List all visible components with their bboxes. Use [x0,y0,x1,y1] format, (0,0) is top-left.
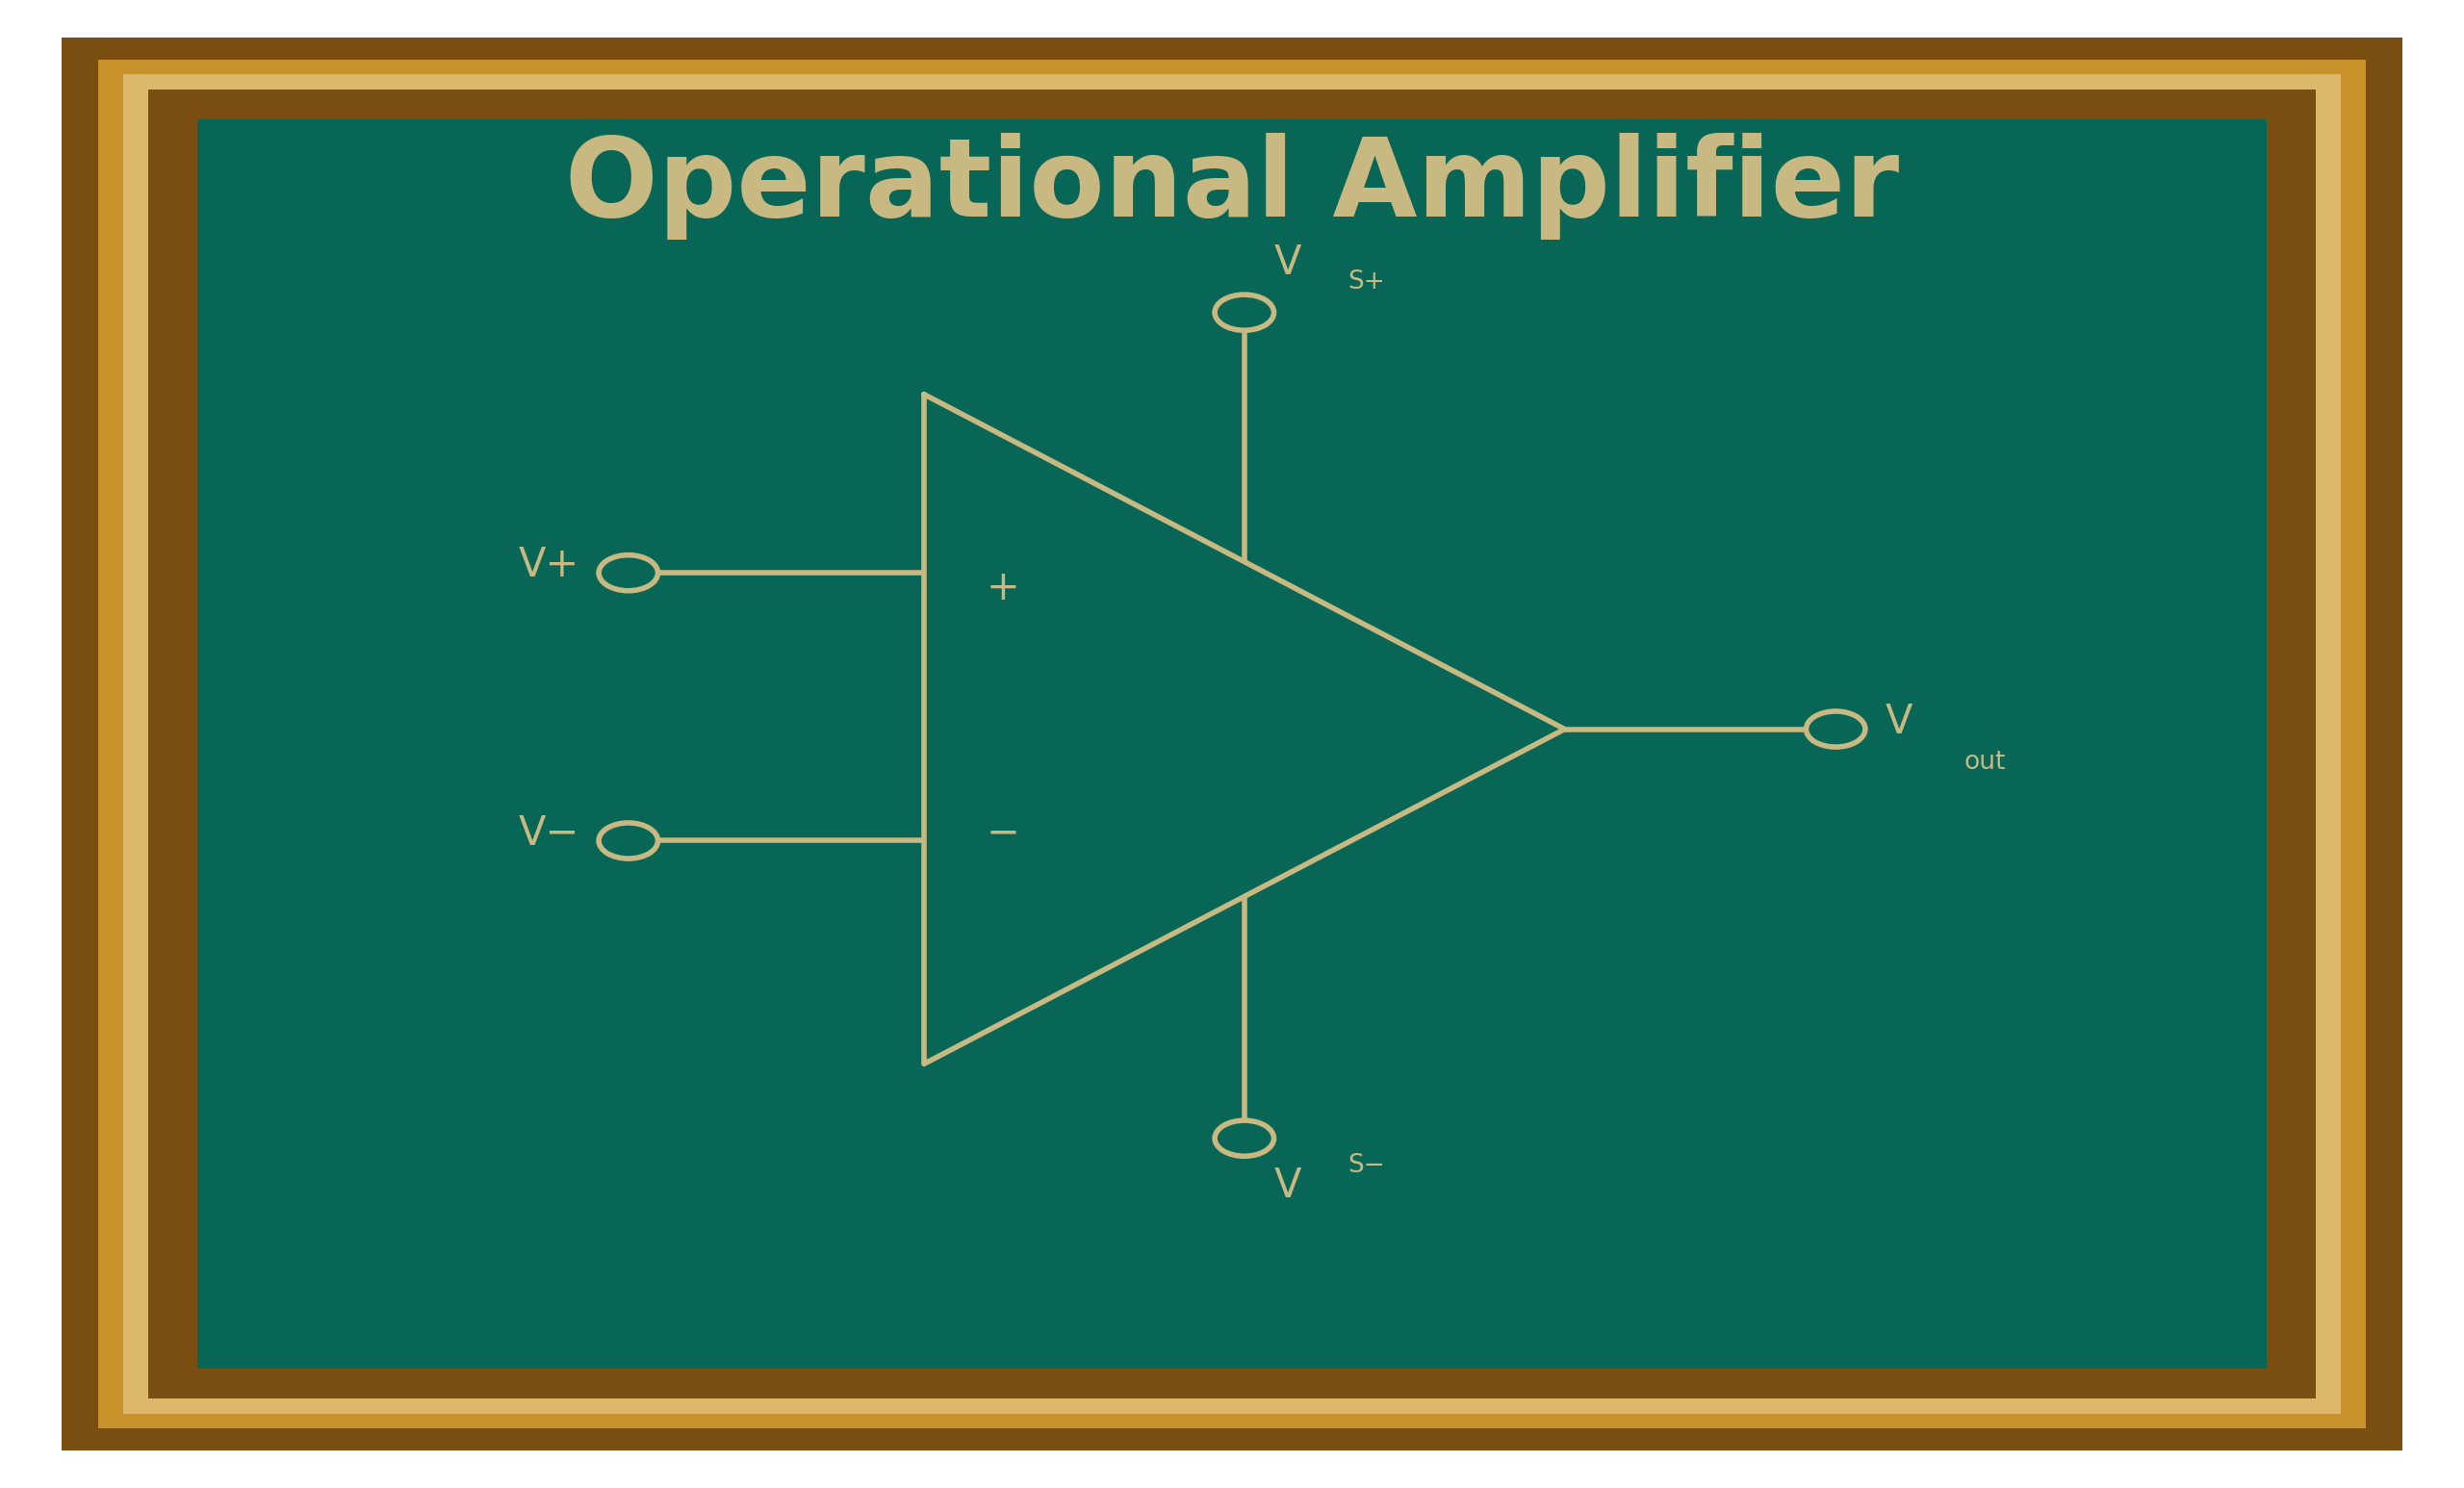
Text: S−: S− [1348,1153,1385,1178]
Text: V: V [1885,701,1912,743]
Text: V: V [1274,243,1301,283]
Text: −: − [986,812,1020,854]
Text: V: V [1274,1165,1301,1205]
Text: +: + [986,567,1020,609]
Text: V+: V+ [517,545,579,586]
Bar [148,89,2316,1399]
Text: Operational Amplifier: Operational Amplifier [564,132,1900,240]
Text: out: out [1964,750,2006,774]
Text: S+: S+ [1348,269,1385,295]
Text: V−: V− [517,812,579,854]
Bar [197,119,2267,1369]
